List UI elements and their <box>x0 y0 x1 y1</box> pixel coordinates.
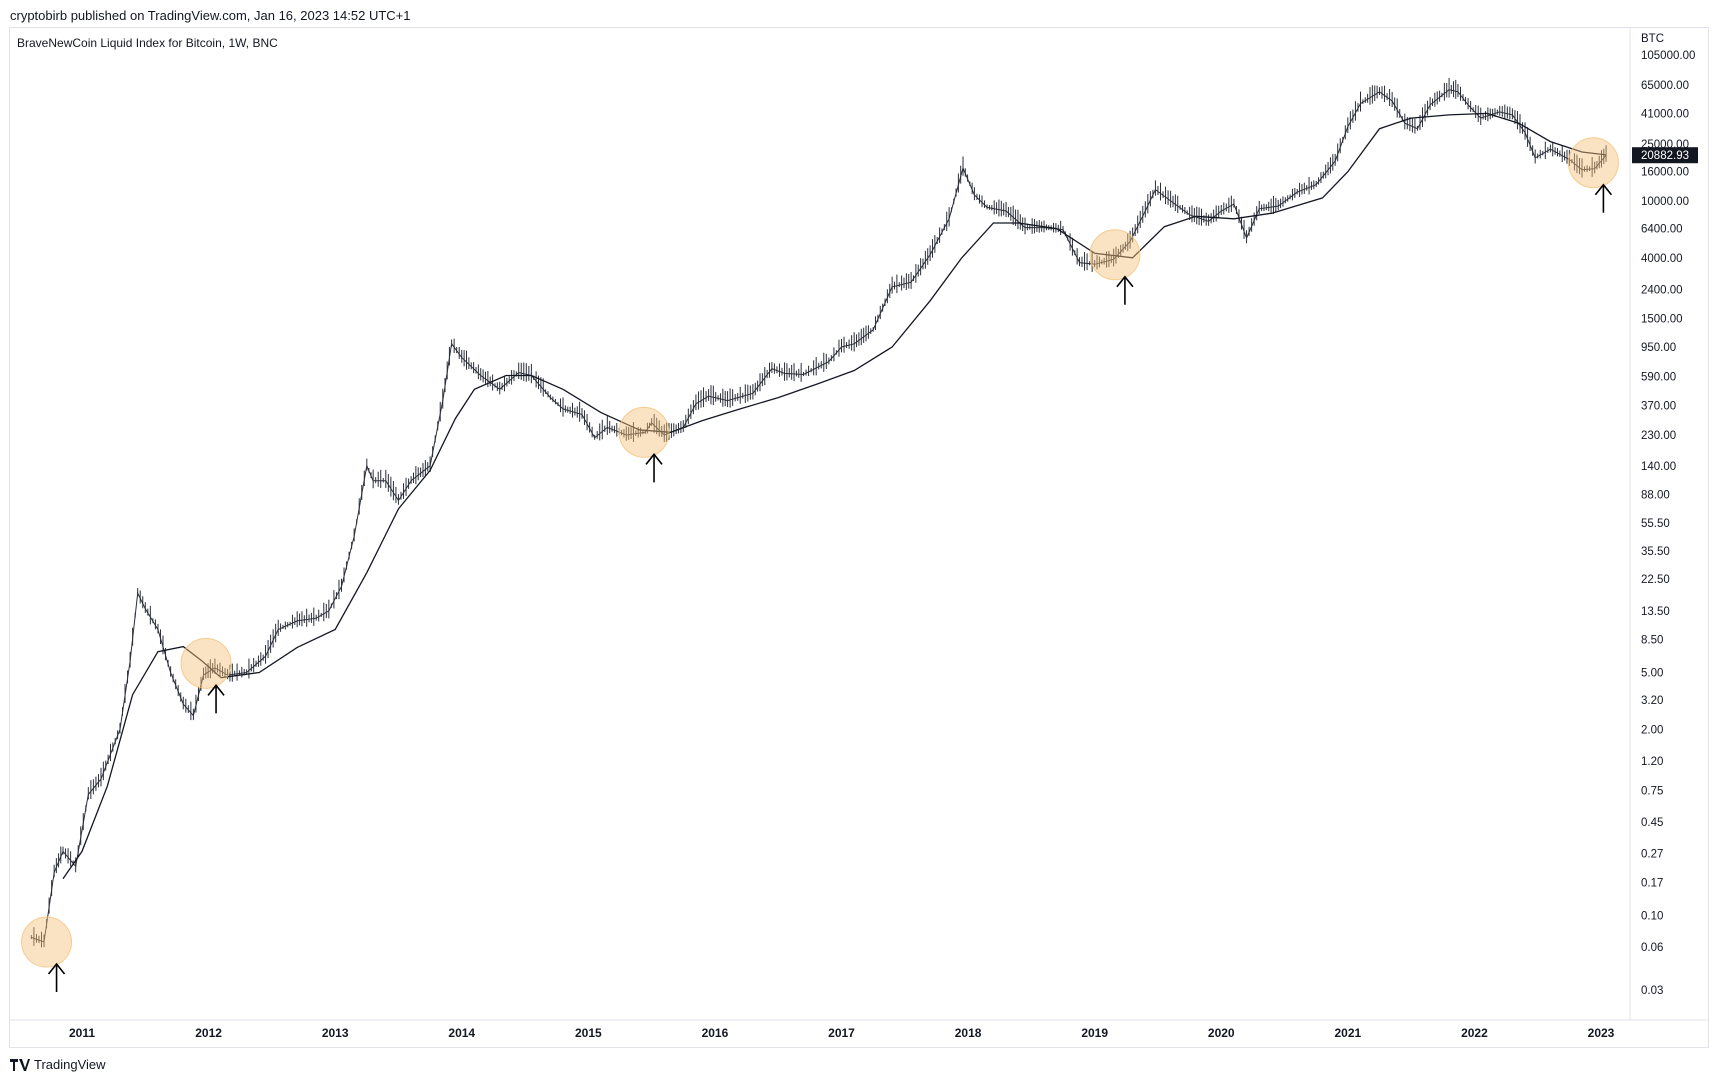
up-arrow-icon <box>207 684 225 696</box>
x-tick-label: 2019 <box>1081 1026 1108 1040</box>
y-tick-label: 5.00 <box>1641 668 1663 680</box>
y-tick-label: 105000.00 <box>1641 50 1695 62</box>
tradingview-logo-icon <box>10 1058 30 1071</box>
highlight-layer <box>21 137 1619 993</box>
x-tick-label: 2018 <box>955 1026 982 1040</box>
highlight-circle <box>618 406 670 458</box>
y-tick-label: 590.00 <box>1641 372 1676 384</box>
y-tick-label: 950.00 <box>1641 342 1676 354</box>
y-axis-currency-label: BTC <box>1641 33 1664 45</box>
x-tick-label: 2020 <box>1208 1026 1235 1040</box>
last-price-badge <box>1632 147 1698 164</box>
y-tick-label: 13.50 <box>1641 606 1670 618</box>
y-tick-label: 41000.00 <box>1641 108 1689 120</box>
y-tick-label: 0.45 <box>1641 817 1663 829</box>
x-tick-label: 2015 <box>575 1026 602 1040</box>
up-arrow-icon <box>645 453 663 465</box>
y-tick-label: 22.50 <box>1641 574 1670 586</box>
y-tick-label: 0.10 <box>1641 910 1663 922</box>
y-tick-label: 8.50 <box>1641 635 1663 647</box>
x-axis: 2011 2012 2013 2014 2015 2016 2017 2018 2019 2020… <box>10 1019 1708 1040</box>
up-arrow-icon <box>1116 275 1134 288</box>
highlight-circle <box>1089 229 1141 281</box>
y-tick-label: 1.20 <box>1641 756 1663 768</box>
y-tick-label: 6400.00 <box>1641 224 1683 236</box>
highlight-circle <box>1567 137 1619 189</box>
up-arrow-icon <box>1594 183 1613 196</box>
chart-title[interactable]: BraveNewCoin Liquid Index for Bitcoin, 1… <box>17 36 278 50</box>
y-tick-label: 0.75 <box>1641 785 1663 797</box>
y-tick-label: 88.00 <box>1641 490 1670 502</box>
y-tick-label: 1500.00 <box>1641 314 1683 326</box>
y-tick-label: 2400.00 <box>1641 284 1683 296</box>
y-tick-label: 35.50 <box>1641 546 1670 558</box>
chart-frame <box>9 27 1709 1048</box>
y-tick-label: 230.00 <box>1641 430 1676 442</box>
x-tick-label: 2013 <box>322 1026 349 1040</box>
highlight-circle <box>21 916 73 968</box>
y-tick-label: 0.06 <box>1641 942 1663 954</box>
x-tick-label: 2016 <box>702 1026 729 1040</box>
y-tick-label: 2.00 <box>1641 724 1663 736</box>
y-tick-label: 16000.00 <box>1641 167 1689 179</box>
y-tick-label: 0.17 <box>1641 877 1663 889</box>
x-tick-label: 2014 <box>448 1026 475 1040</box>
last-price-label: 20882.93 <box>1641 150 1689 162</box>
tradingview-brand[interactable]: TradingView <box>10 1057 106 1072</box>
x-tick-label: 2011 <box>69 1026 95 1040</box>
x-tick-label: 2022 <box>1461 1026 1488 1040</box>
y-tick-label: 65000.00 <box>1641 80 1689 92</box>
x-tick-label: 2023 <box>1588 1026 1615 1040</box>
y-tick-label: 140.00 <box>1641 461 1676 473</box>
y-tick-label: 55.50 <box>1641 518 1670 530</box>
publisher-line: cryptobirb published on TradingView.com,… <box>10 8 411 23</box>
moving-average-line <box>62 112 1607 880</box>
y-tick-label: 10000.00 <box>1641 196 1689 208</box>
y-tick-label: 0.27 <box>1641 849 1663 861</box>
y-axis: BTC105000.0065000.0041000.0025000.001600… <box>1629 28 1698 1020</box>
y-tick-label: 0.03 <box>1641 985 1663 997</box>
y-tick-label: 370.00 <box>1641 400 1676 412</box>
price-layer <box>30 77 1607 948</box>
x-tick-label: 2021 <box>1334 1026 1361 1040</box>
y-tick-label: 4000.00 <box>1641 253 1683 265</box>
y-tick-label: 3.20 <box>1641 695 1663 707</box>
price-line <box>31 89 1607 943</box>
highlight-circle <box>180 637 232 689</box>
up-arrow-icon <box>47 962 66 975</box>
ma-layer <box>62 112 1607 880</box>
x-tick-label: 2012 <box>195 1026 222 1040</box>
x-tick-label: 2017 <box>828 1026 855 1040</box>
brand-label: TradingView <box>34 1057 106 1072</box>
